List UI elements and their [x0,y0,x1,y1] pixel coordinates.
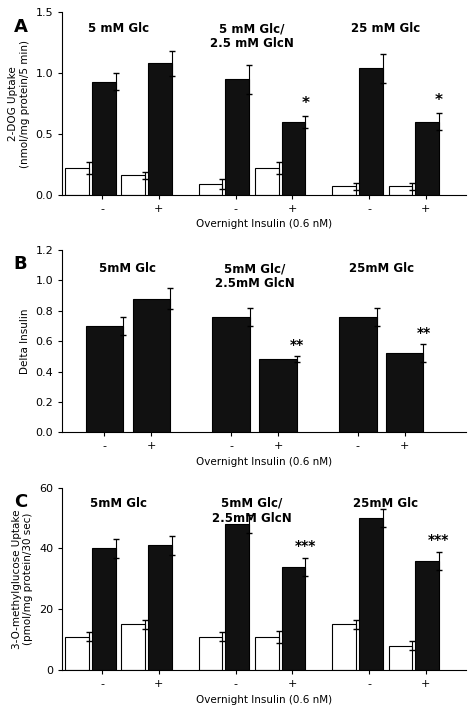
X-axis label: Overnight Insulin (0.6 nM): Overnight Insulin (0.6 nM) [196,220,332,230]
Bar [212,317,250,432]
Bar [255,637,279,670]
Text: 5mM Glc: 5mM Glc [90,497,147,510]
Bar [359,518,383,670]
Bar [225,79,249,195]
Y-axis label: 2-DOG Uptake
(nmol/mg protein/5 min): 2-DOG Uptake (nmol/mg protein/5 min) [9,39,30,168]
Text: ***: *** [295,539,316,553]
Text: C: C [14,493,27,511]
Bar [415,560,439,670]
Bar [359,68,383,195]
Text: B: B [14,255,27,274]
Bar [415,122,439,195]
Bar [225,524,249,670]
Bar [199,184,222,195]
Bar [332,625,356,670]
Y-axis label: Delta Insulin: Delta Insulin [20,309,30,374]
Bar [148,63,172,195]
Bar [86,326,123,432]
Bar [65,168,89,195]
Bar [255,168,279,195]
Text: 25mM Glc: 25mM Glc [353,497,418,510]
Bar [282,567,305,670]
Text: 25mM Glc: 25mM Glc [349,262,414,275]
X-axis label: Overnight Insulin (0.6 nM): Overnight Insulin (0.6 nM) [196,694,332,704]
Text: 5 mM Glc/
2.5 mM GlcN: 5 mM Glc/ 2.5 mM GlcN [210,22,294,50]
Text: **: ** [290,338,304,352]
Bar [386,354,423,432]
Bar [92,548,116,670]
Text: A: A [14,18,27,36]
Bar [339,317,376,432]
Bar [148,545,172,670]
Text: ***: *** [428,533,450,547]
Bar [259,359,297,432]
Bar [121,625,145,670]
Text: 5mM Glc: 5mM Glc [100,262,156,275]
Text: 25 mM Glc: 25 mM Glc [351,22,420,35]
Text: 5mM Glc/
2.5mM GlcN: 5mM Glc/ 2.5mM GlcN [212,497,292,525]
Bar [332,186,356,195]
Text: **: ** [416,326,430,339]
Bar [92,82,116,195]
X-axis label: Overnight Insulin (0.6 nM): Overnight Insulin (0.6 nM) [196,457,332,467]
Text: *: * [435,93,443,108]
Bar [389,646,412,670]
Text: 5mM Glc/
2.5mM GlcN: 5mM Glc/ 2.5mM GlcN [215,262,294,290]
Text: *: * [301,96,310,111]
Bar [65,637,89,670]
Bar [199,637,222,670]
Bar [133,299,170,432]
Bar [282,122,305,195]
Y-axis label: 3-O-methylglucose Uptake
(pmol/mg protein/30 sec): 3-O-methylglucose Uptake (pmol/mg protei… [12,509,34,649]
Bar [121,175,145,195]
Bar [389,186,412,195]
Text: 5 mM Glc: 5 mM Glc [88,22,149,35]
